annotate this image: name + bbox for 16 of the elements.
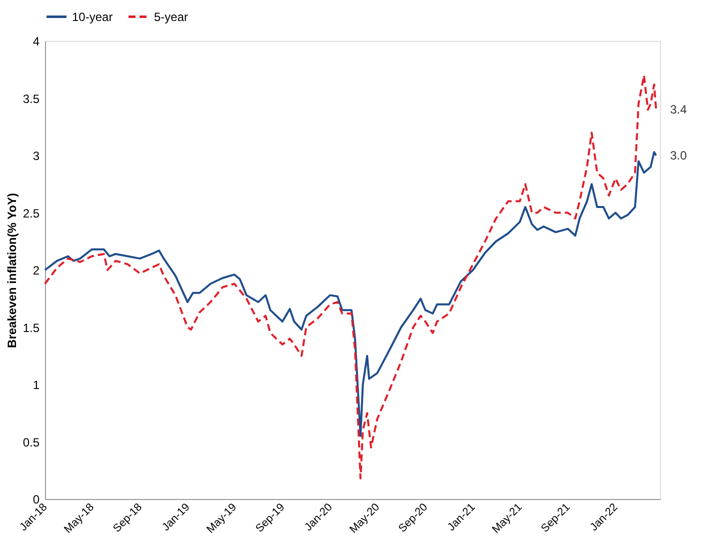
line-series — [44, 74, 658, 480]
y-tick-label: 1 — [32, 378, 40, 392]
y-tick-label: 2.5 — [22, 206, 40, 220]
y-tick-label: 0.5 — [22, 435, 40, 450]
legend-label: 5-year — [154, 10, 188, 24]
y-tick-label: 3 — [32, 149, 40, 163]
y-tick-label: 1.5 — [22, 320, 40, 335]
y-tick-label: 2 — [32, 264, 40, 278]
annotation: 3.4 — [670, 102, 688, 117]
y-tick-label: 3.5 — [22, 92, 40, 106]
y-tick-label: 0 — [32, 492, 40, 506]
y-tick-label: 4 — [32, 34, 40, 48]
legend-label: 10-year — [72, 10, 113, 24]
annotation: 3.0 — [670, 148, 688, 162]
y-axis-title: Breakeven inflation(% YoY) — [4, 193, 19, 348]
line-series — [44, 151, 658, 438]
